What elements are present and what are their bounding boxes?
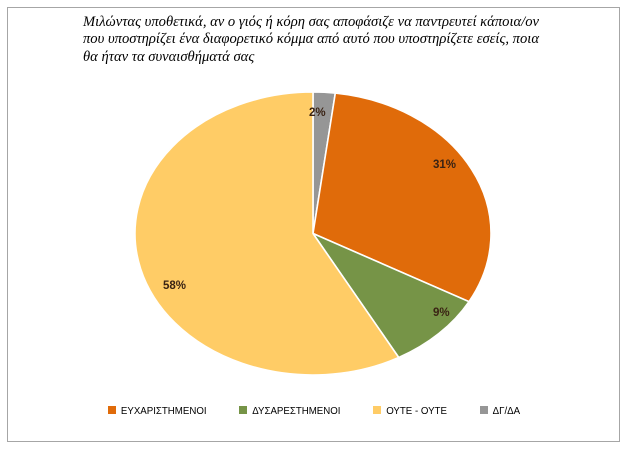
- svg-text:2%: 2%: [309, 107, 326, 119]
- svg-text:58%: 58%: [163, 280, 186, 292]
- svg-text:31%: 31%: [433, 159, 456, 171]
- svg-text:9%: 9%: [433, 307, 450, 319]
